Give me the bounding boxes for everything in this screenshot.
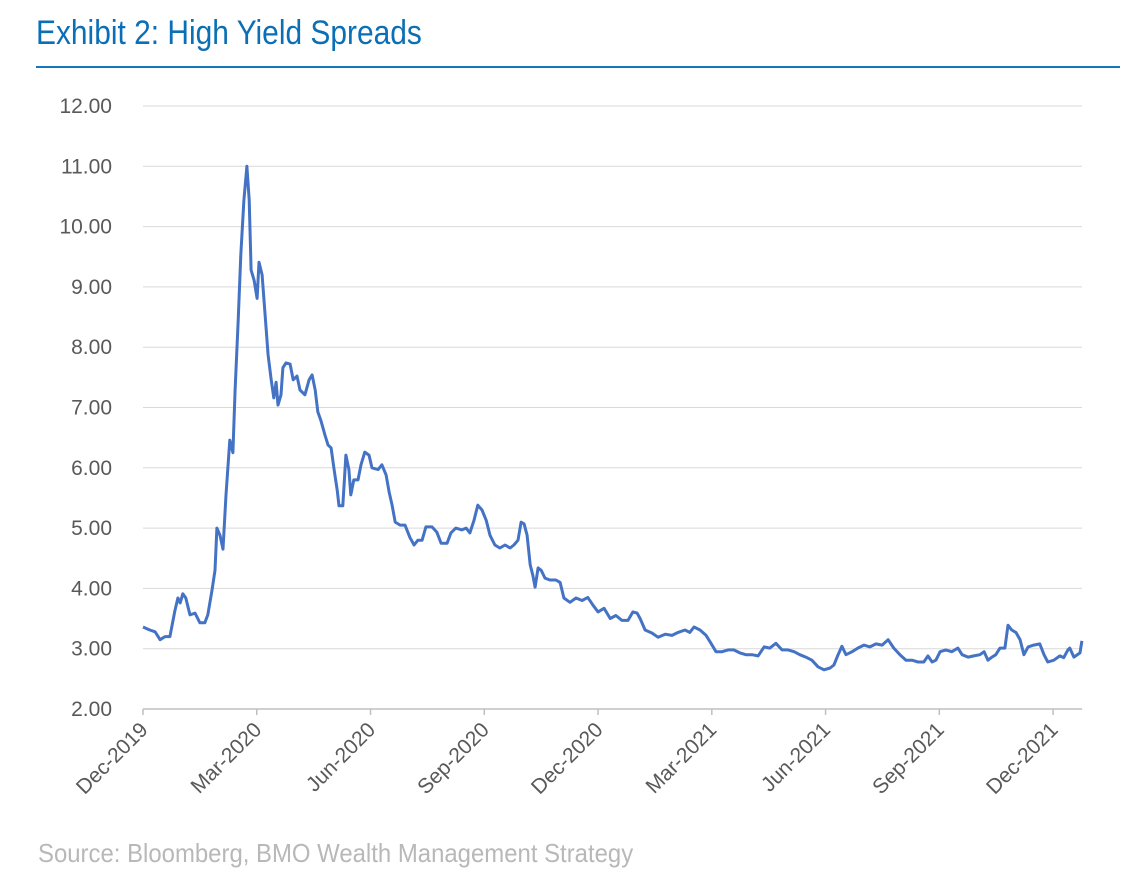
x-tick-label: Jun-2021 xyxy=(757,718,835,796)
x-tick-label: Sep-2021 xyxy=(868,718,949,799)
x-tick-label: Sep-2020 xyxy=(413,718,494,799)
source-note: Source: Bloomberg, BMO Wealth Management… xyxy=(38,838,633,869)
y-tick-label: 3.00 xyxy=(71,638,112,661)
y-tick-label: 9.00 xyxy=(71,276,112,299)
x-tick-label: Jun-2020 xyxy=(302,718,380,796)
y-tick-label: 4.00 xyxy=(71,577,112,600)
y-tick-label: 10.00 xyxy=(59,216,112,239)
y-tick-label: 11.00 xyxy=(61,155,112,178)
x-tick-label: Dec-2019 xyxy=(72,718,153,799)
y-tick-label: 6.00 xyxy=(71,457,112,480)
y-tick-label: 8.00 xyxy=(71,336,112,359)
series-line-high-yield-spreads xyxy=(143,166,1082,670)
line-chart: 2.00 3.00 4.00 5.00 6.00 7.00 8.00 9.00 10.00 11.… xyxy=(0,0,1146,890)
y-tick-label: 7.00 xyxy=(71,397,112,420)
x-tick-label: Mar-2020 xyxy=(186,718,266,798)
y-tick-label: 2.00 xyxy=(71,698,112,721)
x-tick-label: Dec-2020 xyxy=(527,718,608,799)
x-tick-label: Mar-2021 xyxy=(642,718,722,798)
y-tick-label: 5.00 xyxy=(71,517,112,540)
x-tick-label: Dec-2021 xyxy=(982,718,1063,799)
y-tick-label: 12.00 xyxy=(59,95,112,118)
